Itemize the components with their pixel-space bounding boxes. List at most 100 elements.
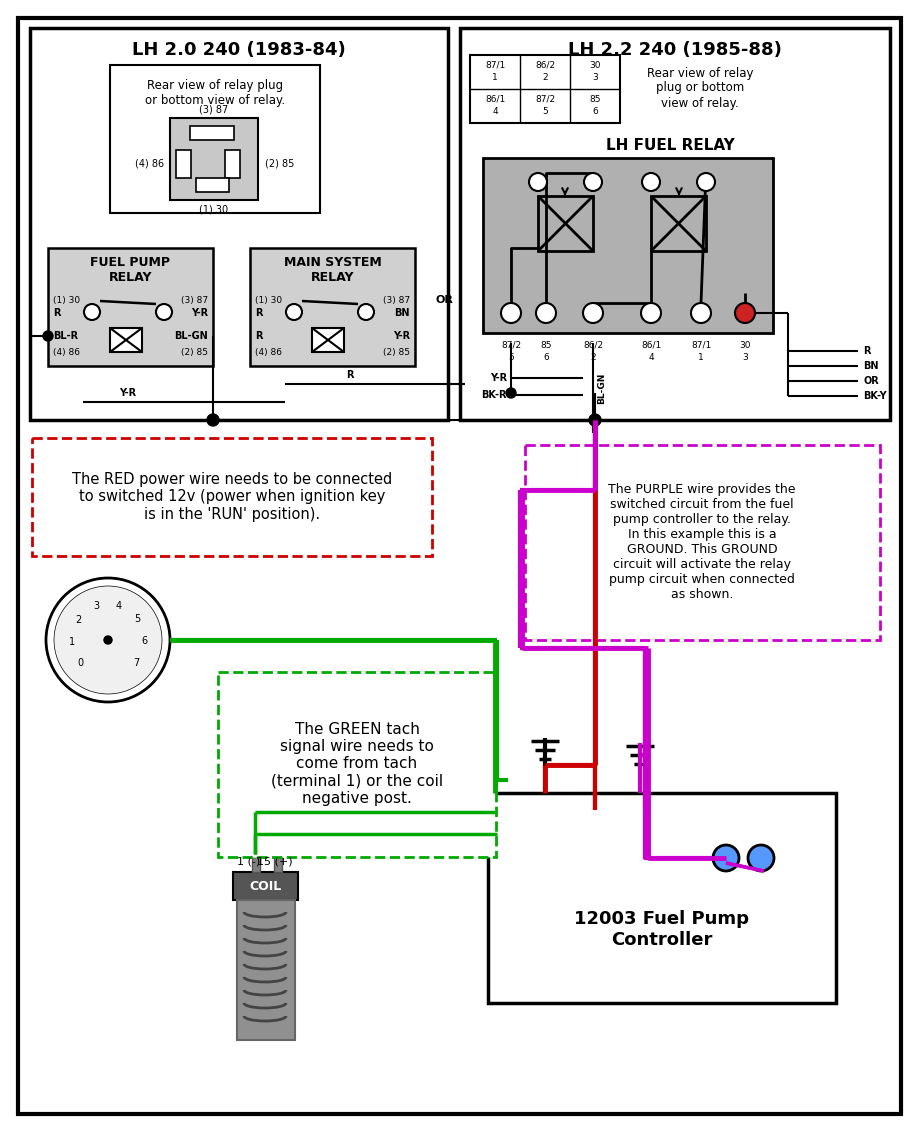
Circle shape (529, 173, 547, 191)
Bar (237, 900, 295, 1040)
Circle shape (713, 844, 739, 871)
Text: OR: OR (435, 295, 453, 305)
Text: 87/2: 87/2 (535, 94, 555, 103)
Text: BK-Y: BK-Y (863, 391, 887, 401)
Circle shape (286, 305, 302, 320)
Bar (651, 196, 706, 251)
Text: 1: 1 (698, 352, 704, 361)
Text: 2: 2 (542, 74, 548, 83)
Text: (1) 30: (1) 30 (199, 205, 229, 215)
Text: 2: 2 (75, 615, 81, 625)
Bar (30, 28, 448, 420)
Circle shape (104, 636, 112, 644)
Text: FUEL PUMP
RELAY: FUEL PUMP RELAY (90, 256, 171, 284)
Text: (1) 30: (1) 30 (53, 295, 80, 305)
Text: 85: 85 (589, 94, 601, 103)
Text: 87/1: 87/1 (485, 60, 505, 69)
Bar (233, 872, 298, 900)
Text: COIL: COIL (249, 880, 281, 892)
Text: BL-GN: BL-GN (597, 372, 606, 404)
Text: 6: 6 (141, 636, 147, 646)
Text: BN: BN (863, 361, 879, 371)
Bar (196, 178, 229, 192)
Text: Y-R: Y-R (191, 308, 208, 318)
Text: (4) 86: (4) 86 (53, 348, 80, 357)
Text: MAIN SYSTEM
RELAY: MAIN SYSTEM RELAY (284, 256, 381, 284)
Circle shape (584, 173, 602, 191)
Bar (525, 445, 880, 640)
Text: BL-GN: BL-GN (175, 331, 208, 341)
Bar (470, 55, 620, 123)
Text: 15 (+): 15 (+) (257, 857, 293, 867)
Circle shape (536, 303, 556, 323)
Text: 5: 5 (542, 108, 548, 117)
Text: 87/1: 87/1 (691, 341, 711, 350)
Bar (250, 248, 415, 366)
Text: The RED power wire needs to be connected
to switched 12v (power when ignition ke: The RED power wire needs to be connected… (72, 472, 392, 522)
Text: R: R (255, 331, 263, 341)
Text: 4: 4 (493, 108, 498, 117)
Text: R: R (863, 346, 870, 355)
Circle shape (43, 331, 53, 341)
Text: Y-R: Y-R (393, 331, 410, 341)
Bar (218, 672, 496, 857)
Text: 1: 1 (69, 637, 75, 646)
Text: 85: 85 (540, 341, 551, 350)
Text: 86/1: 86/1 (641, 341, 661, 350)
Text: R: R (255, 308, 263, 318)
Text: 4: 4 (116, 601, 122, 611)
Circle shape (697, 173, 715, 191)
Text: 4: 4 (648, 352, 653, 361)
Circle shape (84, 305, 100, 320)
Text: LH FUEL RELAY: LH FUEL RELAY (606, 137, 734, 153)
Bar (110, 328, 142, 352)
Text: 86/2: 86/2 (583, 341, 603, 350)
Circle shape (642, 173, 660, 191)
Bar (483, 158, 773, 333)
Text: The PURPLE wire provides the
switched circuit from the fuel
pump controller to t: The PURPLE wire provides the switched ci… (608, 483, 796, 601)
Bar (176, 151, 191, 178)
Text: Y-R: Y-R (490, 374, 507, 383)
Text: Rear view of relay plug
or bottom view of relay.: Rear view of relay plug or bottom view o… (145, 79, 285, 108)
Text: 7: 7 (133, 658, 139, 668)
Text: 86/1: 86/1 (485, 94, 505, 103)
Text: (2) 85: (2) 85 (266, 158, 295, 168)
Text: OR: OR (863, 376, 879, 386)
Text: 6: 6 (592, 108, 598, 117)
Text: 12003 Fuel Pump
Controller: 12003 Fuel Pump Controller (574, 910, 750, 949)
Bar (252, 854, 260, 872)
Bar (32, 438, 432, 556)
Bar (538, 196, 593, 251)
Text: 3: 3 (592, 74, 598, 83)
Text: 5: 5 (508, 352, 514, 361)
Circle shape (506, 388, 516, 398)
Text: 86/2: 86/2 (535, 60, 555, 69)
Circle shape (589, 414, 601, 426)
Text: (3) 87: (3) 87 (181, 295, 208, 305)
Bar (225, 151, 240, 178)
Circle shape (156, 305, 172, 320)
Text: 6: 6 (543, 352, 549, 361)
Circle shape (583, 303, 603, 323)
Text: LH 2.2 240 (1985-88): LH 2.2 240 (1985-88) (568, 41, 782, 59)
Text: The GREEN tach
signal wire needs to
come from tach
(terminal 1) or the coil
nega: The GREEN tach signal wire needs to come… (271, 722, 443, 806)
Text: 5: 5 (134, 615, 141, 625)
Text: BN: BN (394, 308, 410, 318)
Text: 3: 3 (93, 601, 99, 611)
Text: BK-R: BK-R (482, 391, 507, 400)
Text: (2) 85: (2) 85 (383, 348, 410, 357)
Bar (190, 126, 234, 140)
Circle shape (641, 303, 661, 323)
Text: 1 (-): 1 (-) (237, 857, 260, 867)
Bar (274, 854, 282, 872)
Text: Rear view of relay
plug or bottom
view of relay.: Rear view of relay plug or bottom view o… (647, 67, 754, 110)
Circle shape (735, 303, 755, 323)
Text: 87/2: 87/2 (501, 341, 521, 350)
Circle shape (748, 844, 774, 871)
Text: 1: 1 (493, 74, 498, 83)
Text: (4) 86: (4) 86 (135, 158, 165, 168)
Text: (2) 85: (2) 85 (181, 348, 208, 357)
Text: 3: 3 (743, 352, 748, 361)
Circle shape (46, 578, 170, 702)
Text: 30: 30 (739, 341, 751, 350)
